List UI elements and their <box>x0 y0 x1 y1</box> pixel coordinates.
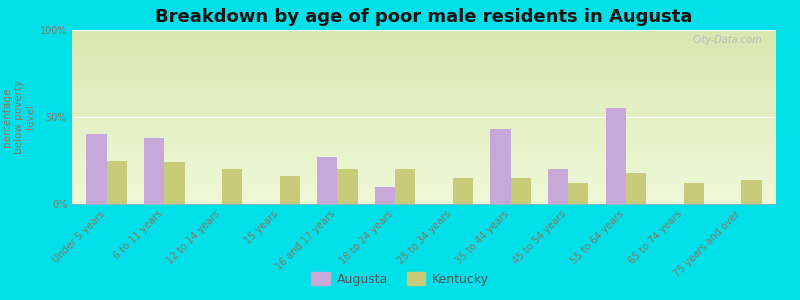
Legend: Augusta, Kentucky: Augusta, Kentucky <box>306 267 494 291</box>
Bar <box>490 129 510 204</box>
Bar <box>164 162 185 204</box>
Bar <box>742 180 762 204</box>
Bar <box>568 183 589 204</box>
Bar <box>510 178 530 204</box>
Bar <box>106 160 127 204</box>
Bar <box>318 157 338 204</box>
Bar <box>684 183 704 204</box>
Bar <box>606 108 626 204</box>
Bar <box>453 178 473 204</box>
Bar <box>395 169 415 204</box>
Title: Breakdown by age of poor male residents in Augusta: Breakdown by age of poor male residents … <box>155 8 693 26</box>
Y-axis label: percentage
below poverty
level: percentage below poverty level <box>2 80 35 154</box>
Bar <box>86 134 106 204</box>
Bar <box>375 187 395 204</box>
Text: City-Data.com: City-Data.com <box>692 35 762 45</box>
Bar <box>144 138 164 204</box>
Bar <box>222 169 242 204</box>
Bar <box>280 176 300 204</box>
Bar <box>338 169 358 204</box>
Bar <box>626 173 646 204</box>
Bar <box>548 169 568 204</box>
